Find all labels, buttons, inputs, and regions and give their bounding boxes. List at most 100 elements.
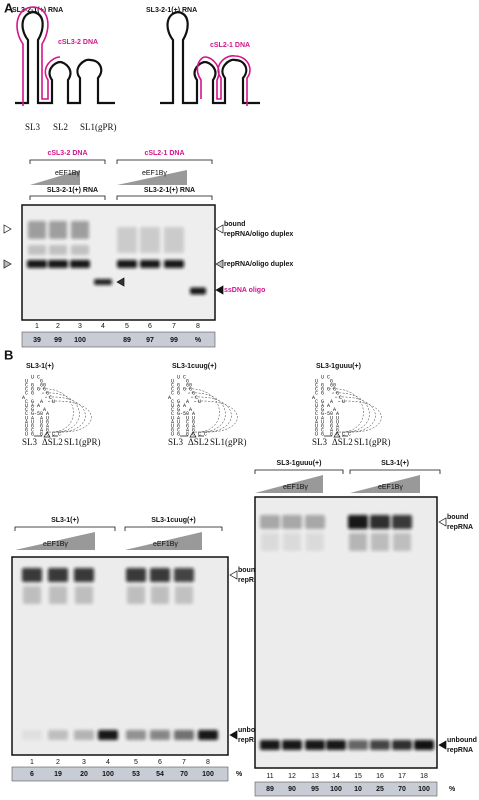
band [282, 515, 302, 529]
arrowhead [3, 224, 12, 234]
label: U G G C C C [312, 432, 351, 438]
deletion-mark [180, 431, 204, 438]
pairing-arc [334, 396, 376, 433]
band [260, 515, 280, 529]
bracket [14, 526, 116, 531]
label: repRNA [238, 577, 264, 584]
label: repRNA [447, 747, 473, 754]
label: C G 60 [22, 383, 46, 389]
label: C G G G [312, 387, 336, 393]
label: C G A [168, 407, 192, 413]
band [283, 533, 301, 551]
gradient-wedge [350, 475, 420, 493]
label: U G [312, 378, 333, 384]
label: SL1(gPR) [354, 437, 391, 447]
band [117, 260, 137, 268]
dna-label: cSL3-2 DNA [58, 39, 98, 46]
label: repRNA [447, 524, 473, 531]
band [48, 568, 68, 582]
label: % [236, 771, 243, 778]
pairing-arc [47, 400, 92, 433]
band [150, 568, 170, 582]
percent-box [11, 766, 229, 782]
bracket [116, 195, 213, 200]
label: SL3-1cuug(+) [151, 517, 196, 524]
label: SL3 [168, 437, 184, 447]
band [94, 279, 112, 285]
pairing-arc [337, 400, 382, 433]
arrowhead [229, 730, 238, 740]
label: SL3-1guuu(+) [316, 363, 361, 370]
label: C G A [22, 407, 46, 413]
band [393, 533, 411, 551]
label: U A A [22, 403, 40, 409]
band [28, 221, 46, 239]
label: 95 [311, 786, 319, 793]
label: A U U G [22, 419, 49, 425]
label: SL3 [22, 437, 38, 447]
band [174, 568, 194, 582]
label: G C A G [22, 428, 49, 434]
label: 6 [30, 771, 34, 778]
band [27, 260, 47, 268]
bracket [29, 159, 106, 164]
label: 3 [78, 323, 82, 330]
bracket [29, 195, 106, 200]
stem-label: SL3 [25, 122, 41, 132]
bracket [254, 469, 344, 474]
band [71, 221, 89, 239]
label: U G G C C C [168, 432, 207, 438]
bracket [116, 159, 213, 164]
label: 25 [376, 786, 384, 793]
label: 11 [266, 773, 273, 780]
label: A U C G [168, 419, 195, 425]
label: 2 [56, 759, 60, 766]
label: 70 [398, 786, 406, 793]
band [126, 568, 146, 582]
arrowhead [438, 517, 447, 527]
label: C G-50 A [312, 411, 339, 417]
label: U C [168, 374, 186, 380]
label: U G G A [168, 424, 195, 430]
percent-box [254, 781, 438, 797]
label: SL3-2-1(+) RNA [47, 187, 98, 194]
band [349, 533, 367, 551]
band [98, 730, 118, 740]
band [71, 245, 89, 255]
label: ΔSL2 [332, 437, 353, 447]
stem-label: SL1(gPR) [80, 122, 117, 132]
label: U A U U [312, 415, 339, 421]
label: 4 [101, 323, 105, 330]
label: SL3-1(+) [381, 460, 409, 467]
band [22, 730, 42, 740]
label: eEF1Bγ [142, 170, 167, 177]
label: 12 [288, 773, 296, 780]
band [164, 260, 184, 268]
label: % [195, 337, 202, 344]
label: U G [168, 378, 189, 384]
band [28, 245, 46, 255]
rna-structure [160, 10, 260, 105]
band [174, 730, 194, 740]
label: % [449, 786, 456, 793]
gradient-wedge [125, 532, 202, 550]
label: 16 [376, 773, 384, 780]
label: C G-50 A [22, 411, 49, 417]
label: SL3-1cuug(+) [172, 363, 217, 370]
band [392, 515, 412, 529]
band [49, 245, 67, 255]
label: C G 60 [168, 383, 192, 389]
label: 5 [125, 323, 129, 330]
band [48, 260, 68, 268]
bracket [124, 526, 223, 531]
label: SL3-1(+) [26, 363, 54, 370]
label: 20 [80, 771, 88, 778]
band [306, 533, 324, 551]
pairing-arc [44, 396, 86, 433]
label: U A U U [168, 415, 195, 421]
label: SL3-1(+) [51, 517, 79, 524]
label: 97 [146, 337, 154, 344]
percent-box [21, 331, 216, 348]
label: cSL2-1 DNA [144, 150, 184, 157]
label: U C [312, 374, 330, 380]
